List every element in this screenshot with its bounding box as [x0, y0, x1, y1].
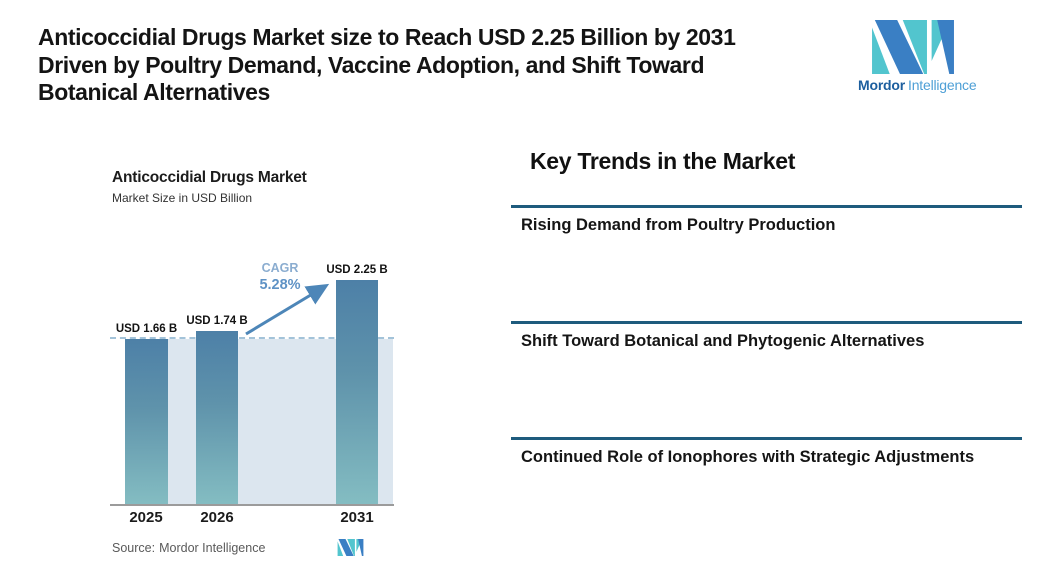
page-title-line: Driven by Poultry Demand, Vaccine Adopti…: [38, 51, 705, 78]
chart-bar-2025: USD 1.66 B: [116, 323, 177, 505]
trend-divider: [511, 205, 1022, 208]
chart-x-axis: [110, 504, 394, 506]
year-label-2025: 2025: [129, 509, 163, 526]
growth-arrow-icon: [245, 283, 330, 336]
cagr-annotation: CAGR 5.28%: [240, 261, 320, 294]
page-title-line: Botanical Alternatives: [38, 79, 270, 105]
source-value: Mordor Intelligence: [159, 541, 266, 555]
trend-item: Rising Demand from Poultry Production: [521, 216, 836, 234]
source-label: Source:: [112, 541, 156, 555]
chart-bar-2026: USD 1.74 B: [186, 315, 248, 505]
trend-item: Shift Toward Botanical and Phytogenic Al…: [521, 332, 925, 350]
cagr-value: 5.28%: [259, 277, 301, 293]
brand-logo: Mordor Intelligence: [858, 20, 990, 93]
trend-item: Continued Role of Ionophores with Strate…: [521, 448, 975, 466]
mordor-intelligence-mark-icon: [872, 20, 954, 74]
brand-name-light: Intelligence: [908, 77, 977, 93]
mordor-intelligence-small-mark-icon: [337, 539, 364, 556]
page-title-line: Anticoccidial Drugs Market size to Reach…: [38, 24, 736, 50]
trend-divider: [511, 321, 1022, 324]
trend-divider: [511, 437, 1022, 440]
brand-name-bold: Mordor: [858, 77, 906, 93]
chart-bar-2031: USD 2.25 B: [326, 264, 388, 505]
bar-value-label: USD 1.66 B: [115, 323, 178, 335]
bar-value-label: USD 2.25 B: [326, 264, 388, 276]
year-label-2031: 2031: [340, 509, 374, 526]
bar-value-label: USD 1.74 B: [186, 315, 248, 327]
trends-heading: Key Trends in the Market: [530, 148, 796, 174]
chart-dashed-reference-line: [110, 337, 394, 339]
year-label-2026: 2026: [200, 509, 234, 526]
cagr-label: CAGR: [261, 261, 299, 275]
page-title: Anticoccidial Drugs Market size to Reach…: [38, 24, 736, 107]
chart-subtitle: Market Size in USD Billion: [112, 191, 253, 205]
chart-source: Source: Mordor Intelligence: [112, 541, 265, 555]
brand-wordmark: Mordor Intelligence: [858, 77, 990, 93]
chart-title: Anticoccidial Drugs Market: [112, 169, 307, 186]
